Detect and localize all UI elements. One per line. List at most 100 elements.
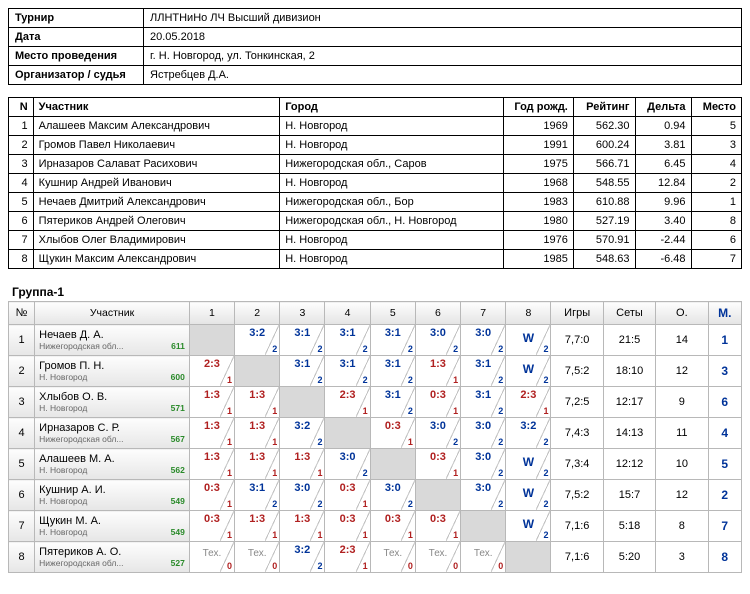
match-pts: 2 bbox=[543, 468, 548, 478]
gcell-pts: 8 bbox=[656, 511, 708, 542]
cell-n: 2 bbox=[9, 136, 34, 155]
gcell-match: 3:12 bbox=[370, 387, 415, 418]
gcol-place: М. bbox=[708, 302, 741, 325]
gcell-match: 3:22 bbox=[506, 418, 551, 449]
info-value-venue: г. Н. Новгород, ул. Тонкинская, 2 bbox=[144, 47, 742, 66]
cell-n: 1 bbox=[9, 117, 34, 136]
gcell-match: 3:02 bbox=[415, 325, 460, 356]
match-pts: 1 bbox=[227, 375, 232, 385]
gcell-name: Хлыбов О. В.Н. Новгород571 bbox=[35, 387, 190, 418]
gcell-match: 0:31 bbox=[415, 387, 460, 418]
gcell-n: 6 bbox=[9, 480, 35, 511]
cell-year: 1969 bbox=[504, 117, 573, 136]
gcell-match: 0:31 bbox=[415, 449, 460, 480]
gcell-diag bbox=[415, 480, 460, 511]
match-pts: 1 bbox=[272, 530, 277, 540]
gcell-match: 3:02 bbox=[370, 480, 415, 511]
match-pts: 2 bbox=[543, 437, 548, 447]
gcol-match: 6 bbox=[415, 302, 460, 325]
gcell-match: 3:02 bbox=[461, 480, 506, 511]
gcell-match: 3:12 bbox=[461, 356, 506, 387]
cell-year: 1980 bbox=[504, 212, 573, 231]
match-pts: 2 bbox=[317, 561, 322, 571]
cell-n: 5 bbox=[9, 193, 34, 212]
cell-city: Н. Новгород bbox=[280, 174, 504, 193]
gcell-place: 5 bbox=[708, 449, 741, 480]
gcell-sets: 18:10 bbox=[603, 356, 655, 387]
gcell-match: 2:31 bbox=[506, 387, 551, 418]
cell-delta: 12.84 bbox=[635, 174, 691, 193]
match-pts: 2 bbox=[317, 375, 322, 385]
gcell-pts: 14 bbox=[656, 325, 708, 356]
match-pts: 1 bbox=[317, 530, 322, 540]
gcell-n: 7 bbox=[9, 511, 35, 542]
info-label-venue: Место проведения bbox=[9, 47, 144, 66]
gcol-n: № bbox=[9, 302, 35, 325]
gcell-pts: 10 bbox=[656, 449, 708, 480]
match-pts: 1 bbox=[317, 468, 322, 478]
table-row: 6Пятериков Андрей ОлеговичНижегородская … bbox=[9, 212, 742, 231]
gcell-match: 0:31 bbox=[189, 480, 234, 511]
cell-city: Нижегородская обл., Н. Новгород bbox=[280, 212, 504, 231]
gcell-name: Пятериков А. О.Нижегородская обл...527 bbox=[35, 542, 190, 573]
gcell-pts: 9 bbox=[656, 387, 708, 418]
gcell-match: 1:31 bbox=[235, 387, 280, 418]
gcell-match: Тех.0 bbox=[415, 542, 460, 573]
cell-place: 7 bbox=[691, 250, 741, 269]
cell-year: 1976 bbox=[504, 231, 573, 250]
gcell-diag bbox=[189, 325, 234, 356]
gcell-match: 1:31 bbox=[235, 511, 280, 542]
cell-n: 7 bbox=[9, 231, 34, 250]
match-pts: 2 bbox=[498, 499, 503, 509]
match-pts: 1 bbox=[408, 437, 413, 447]
gcell-place: 3 bbox=[708, 356, 741, 387]
match-pts: 2 bbox=[408, 375, 413, 385]
match-pts: 2 bbox=[272, 499, 277, 509]
gcell-diag bbox=[461, 511, 506, 542]
cell-n: 4 bbox=[9, 174, 34, 193]
gcell-match: 3:02 bbox=[280, 480, 325, 511]
gcell-match: 3:12 bbox=[461, 387, 506, 418]
gcell-n: 5 bbox=[9, 449, 35, 480]
group-row: 5Алашеев М. А.Н. Новгород5621:311:311:31… bbox=[9, 449, 742, 480]
gcell-match: 2:31 bbox=[189, 356, 234, 387]
gcell-diag bbox=[370, 449, 415, 480]
gcell-match: 3:02 bbox=[461, 449, 506, 480]
gcell-match: 3:12 bbox=[325, 356, 370, 387]
match-pts: 1 bbox=[227, 530, 232, 540]
gcell-match: 3:02 bbox=[415, 418, 460, 449]
match-pts: 0 bbox=[453, 561, 458, 571]
gcol-match: 1 bbox=[189, 302, 234, 325]
col-n: N bbox=[9, 98, 34, 117]
match-pts: 1 bbox=[227, 406, 232, 416]
cell-delta: 0.94 bbox=[635, 117, 691, 136]
cell-year: 1991 bbox=[504, 136, 573, 155]
gcell-games: 7,5:2 bbox=[551, 356, 603, 387]
gcell-match: 1:31 bbox=[235, 449, 280, 480]
gcell-name: Кушнир А. И.Н. Новгород549 bbox=[35, 480, 190, 511]
info-table: ТурнирЛЛНТНиНо ЛЧ Высший дивизион Дата20… bbox=[8, 8, 742, 85]
match-pts: 2 bbox=[408, 344, 413, 354]
cell-year: 1983 bbox=[504, 193, 573, 212]
gcell-match: W2 bbox=[506, 325, 551, 356]
gcell-n: 3 bbox=[9, 387, 35, 418]
gcell-match: W2 bbox=[506, 449, 551, 480]
cell-name: Щукин Максим Александрович bbox=[33, 250, 280, 269]
gcell-match: 0:31 bbox=[370, 418, 415, 449]
cell-city: Н. Новгород bbox=[280, 117, 504, 136]
group-row: 1Нечаев Д. А.Нижегородская обл...6113:22… bbox=[9, 325, 742, 356]
cell-year: 1975 bbox=[504, 155, 573, 174]
match-pts: 1 bbox=[543, 406, 548, 416]
cell-rating: 570.91 bbox=[573, 231, 635, 250]
gcell-games: 7,1:6 bbox=[551, 542, 603, 573]
gcol-match: 2 bbox=[235, 302, 280, 325]
info-label-org: Организатор / судья bbox=[9, 66, 144, 85]
cell-name: Алашеев Максим Александрович bbox=[33, 117, 280, 136]
group-title: Группа-1 bbox=[12, 285, 742, 299]
gcell-n: 2 bbox=[9, 356, 35, 387]
cell-name: Нечаев Дмитрий Александрович bbox=[33, 193, 280, 212]
gcell-match: 3:12 bbox=[370, 325, 415, 356]
cell-name: Хлыбов Олег Владимирович bbox=[33, 231, 280, 250]
gcell-n: 1 bbox=[9, 325, 35, 356]
cell-city: Н. Новгород bbox=[280, 250, 504, 269]
